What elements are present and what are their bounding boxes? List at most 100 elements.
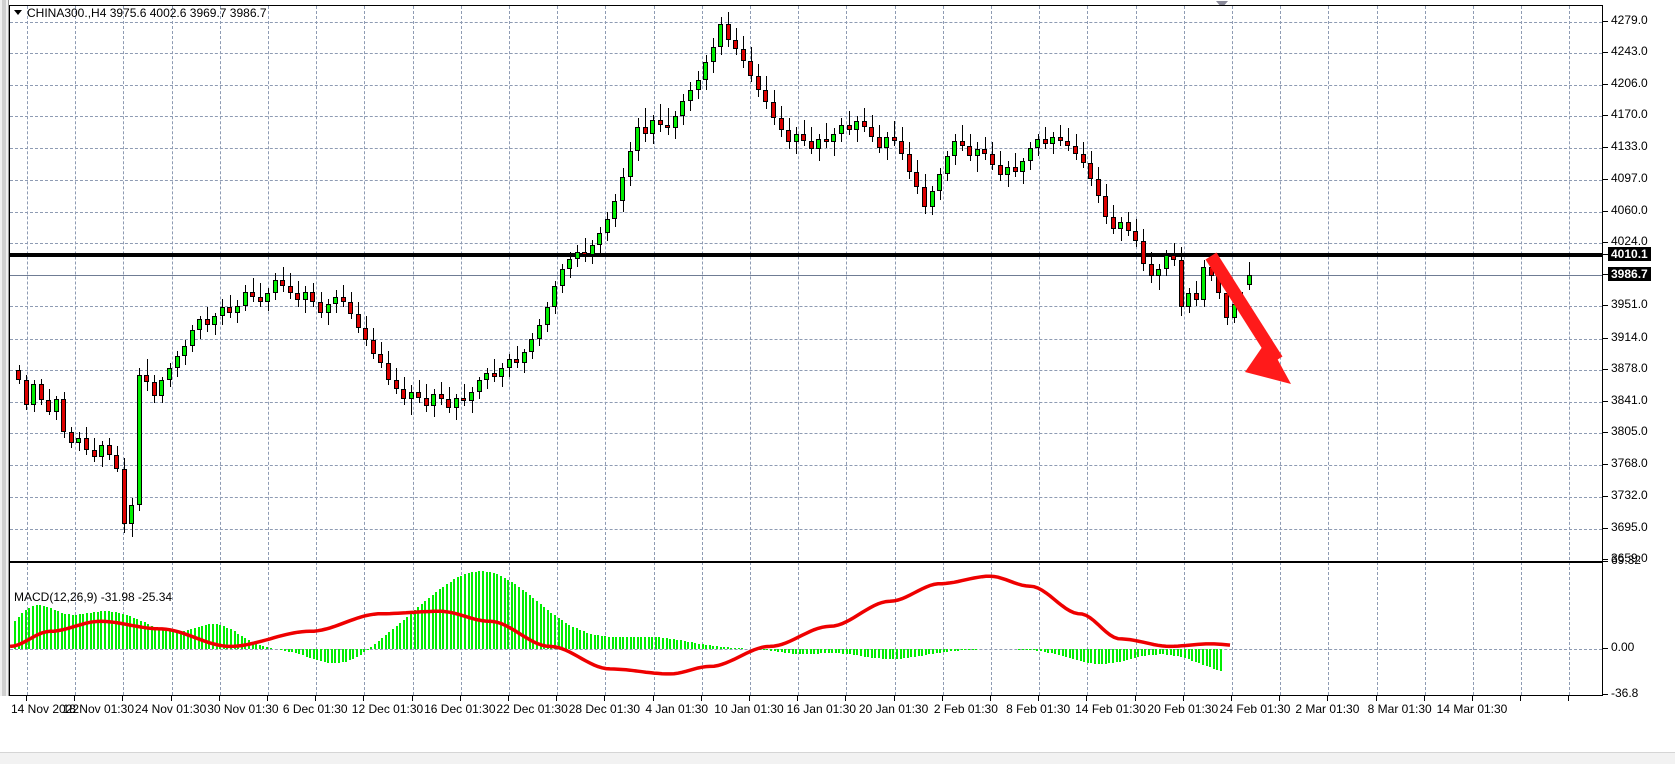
macd-histogram-bar xyxy=(42,605,45,649)
macd-histogram-bar xyxy=(28,607,31,649)
price-axis-tick xyxy=(1603,400,1608,402)
left-scroll-thumb[interactable] xyxy=(2,0,6,696)
price-level-line[interactable] xyxy=(10,253,1602,258)
candle-body xyxy=(38,383,44,401)
macd-histogram-bar xyxy=(158,628,160,649)
macd-histogram-bar xyxy=(935,648,938,654)
macd-histogram-bar xyxy=(298,648,301,655)
candle-body xyxy=(1027,147,1033,162)
macd-histogram-bar xyxy=(168,631,171,649)
time-axis-label: 2 Mar 01:30 xyxy=(1295,702,1360,716)
macd-histogram-bar xyxy=(420,604,423,649)
macd-histogram-bar xyxy=(899,648,902,659)
candle-body xyxy=(635,126,641,151)
macd-histogram-bar xyxy=(554,615,556,649)
candle-wick xyxy=(419,380,420,403)
price-axis-tick xyxy=(1603,464,1608,466)
macd-pane[interactable] xyxy=(10,562,1602,695)
macd-histogram-bar xyxy=(377,641,380,649)
macd-histogram-bar xyxy=(489,572,492,649)
candle-wick xyxy=(343,284,344,308)
macd-histogram-bar xyxy=(820,648,823,654)
macd-histogram-bar xyxy=(150,625,153,649)
price-axis-tick xyxy=(1603,647,1608,649)
candle-body xyxy=(763,90,769,103)
macd-histogram-bar xyxy=(204,624,207,649)
macd-histogram-bar xyxy=(323,648,326,662)
macd-histogram-bar xyxy=(852,648,855,655)
macd-histogram-bar xyxy=(485,571,488,649)
macd-histogram-bar xyxy=(564,622,567,649)
candle-body xyxy=(129,505,135,525)
grid-line-vertical xyxy=(1521,6,1523,560)
candle-body xyxy=(476,380,482,393)
macd-histogram-bar xyxy=(604,636,607,649)
grid-line-vertical xyxy=(268,6,269,560)
macd-histogram-bar xyxy=(824,648,826,654)
macd-histogram-bar xyxy=(608,636,610,649)
macd-histogram-bar xyxy=(806,648,808,655)
price-pane[interactable] xyxy=(10,6,1602,560)
candle-body xyxy=(159,380,165,396)
grid-line-horizontal xyxy=(10,338,1602,340)
candle-body xyxy=(552,286,558,308)
macd-histogram-bar xyxy=(942,648,945,653)
macd-histogram-bar xyxy=(723,646,726,649)
macd-histogram-bar xyxy=(1119,648,1122,662)
time-axis[interactable]: 14 Nov 2022 18 Nov 01:30 24 Nov 01:30 30 No… xyxy=(9,696,1603,720)
candle-body xyxy=(1103,196,1109,217)
candle-body xyxy=(884,137,890,148)
macd-histogram-bar xyxy=(309,648,312,658)
left-scroll-gutter[interactable] xyxy=(0,0,9,696)
candle-body xyxy=(982,149,988,155)
grid-line-vertical xyxy=(316,6,318,560)
grid-line-vertical xyxy=(219,6,221,560)
candle-body xyxy=(710,46,716,63)
candle-body xyxy=(136,375,142,506)
candle-wick xyxy=(253,277,254,303)
chevron-down-icon[interactable] xyxy=(14,10,22,15)
candle-body xyxy=(68,432,74,443)
macd-histogram-bar xyxy=(802,648,805,655)
candle-body xyxy=(53,399,59,412)
time-axis-tick xyxy=(1520,696,1522,701)
candle-wick xyxy=(834,128,835,157)
candle-body xyxy=(1042,138,1048,145)
macd-histogram-bar xyxy=(1112,648,1114,663)
candle-wick xyxy=(668,107,669,136)
macd-histogram-bar xyxy=(471,572,474,649)
candle-wick xyxy=(464,383,465,407)
candle-body xyxy=(929,190,935,207)
macd-histogram-bar xyxy=(572,626,574,649)
macd-histogram-bar xyxy=(17,617,20,649)
macd-histogram-bar xyxy=(816,648,819,654)
grid-line-vertical xyxy=(1183,6,1185,560)
macd-histogram-bar xyxy=(1130,648,1132,659)
chart-shift-marker-icon[interactable] xyxy=(1216,1,1228,8)
macd-histogram-bar xyxy=(1032,648,1035,651)
pane-divider xyxy=(9,561,1603,563)
candle-body xyxy=(318,302,323,313)
candle-body xyxy=(567,258,573,270)
macd-histogram-bar xyxy=(93,612,96,649)
candle-body xyxy=(167,368,172,381)
candle-body xyxy=(786,130,792,143)
candle-body xyxy=(823,138,829,143)
price-axis[interactable]: 4279.0 4243.0 4206.0 4170.0 4133.0 4097.0 4060… xyxy=(1603,5,1675,699)
grid-line-vertical xyxy=(750,6,751,560)
candle-body xyxy=(748,60,754,77)
macd-histogram-bar xyxy=(114,612,117,649)
macd-histogram-bar xyxy=(294,648,297,654)
candle-body xyxy=(604,218,610,233)
macd-histogram-bar xyxy=(474,571,477,649)
macd-histogram-bar xyxy=(1216,648,1219,670)
candle-body xyxy=(378,354,384,363)
candle-body xyxy=(250,291,256,297)
candle-body xyxy=(1193,293,1199,301)
macd-histogram-bar xyxy=(788,648,790,654)
candle-body xyxy=(1178,260,1184,308)
candle-body xyxy=(484,373,490,381)
grid-line-vertical xyxy=(509,6,510,560)
grid-line-vertical xyxy=(605,6,607,560)
macd-histogram-bar xyxy=(1101,648,1104,664)
